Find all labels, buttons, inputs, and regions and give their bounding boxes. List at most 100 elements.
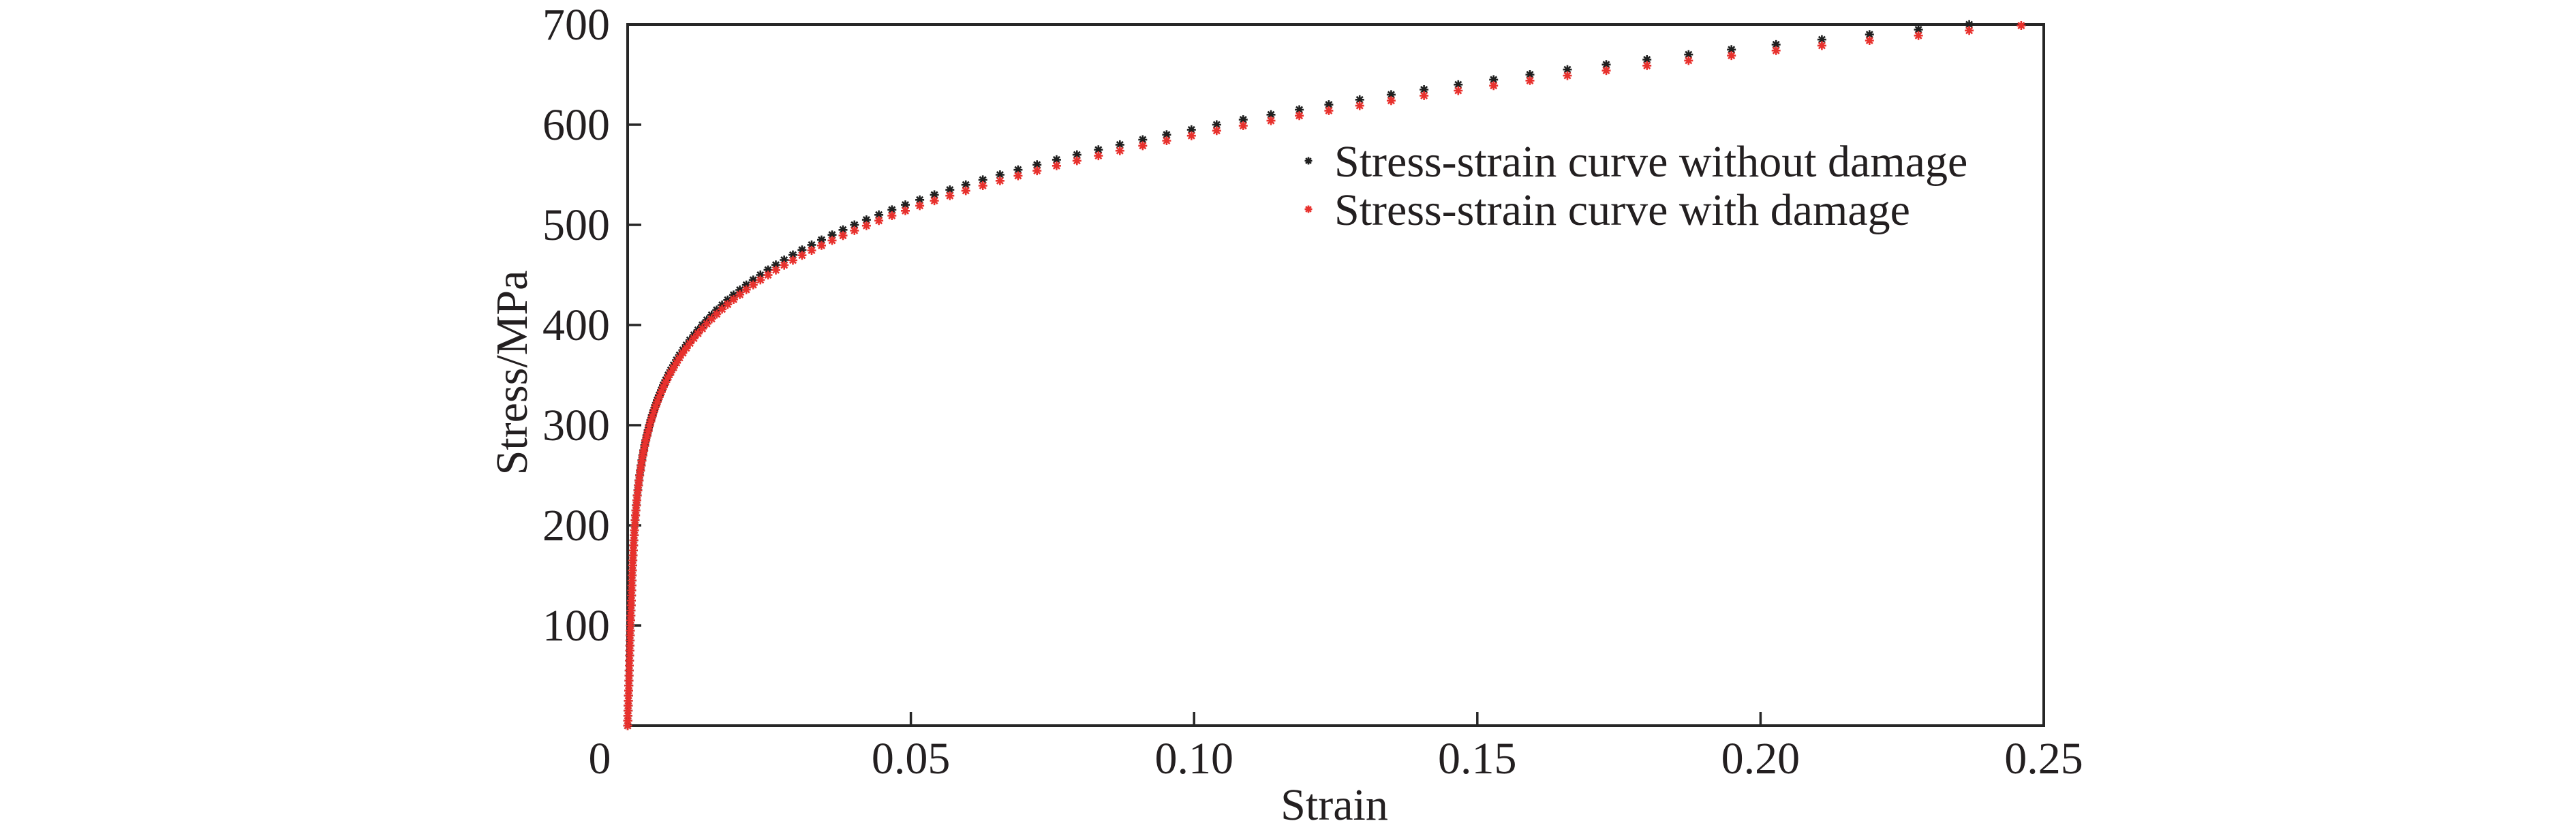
data-point-with-damage [633,486,643,495]
data-point-with-damage [649,407,658,416]
y-tick-label: 100 [542,601,610,651]
data-point-with-damage [1115,146,1124,155]
y-axis-tick-labels: 100 200 300 400 500 600 700 [542,0,610,651]
data-point-with-damage [807,246,816,255]
data-point-with-damage [628,566,637,575]
data-point-without-damage [1295,105,1304,114]
data-point-without-damage [978,175,987,185]
data-point-without-damage [1771,40,1781,49]
data-point-without-damage [1138,135,1148,144]
data-point-with-damage [681,343,691,353]
data-point-with-damage [901,206,910,215]
data-point-with-damage [626,601,636,611]
data-point-with-damage [647,412,657,421]
data-point-with-damage [635,471,645,480]
data-point-with-damage [1324,106,1334,115]
data-point-with-damage [2017,21,2026,30]
data-point-with-damage [629,536,639,545]
data-point-with-damage [693,329,703,338]
data-point-with-damage [1162,136,1171,145]
data-point-with-damage [625,640,634,650]
legend-asterisk-marker-icon [1304,205,1313,213]
data-point-with-damage [657,387,666,397]
data-point-without-damage [735,285,745,294]
data-point-with-damage [634,476,644,485]
data-point-with-damage [838,231,848,241]
data-point-without-damage [827,230,837,240]
data-point-without-damage [1642,55,1652,64]
data-point-with-damage [1295,111,1304,121]
data-point-with-damage [634,481,643,491]
data-point-without-damage [1817,35,1826,44]
data-point-without-damage [1032,160,1042,170]
data-point-without-damage [1115,140,1124,149]
data-point-without-damage [763,265,773,275]
data-point-with-damage [1072,156,1082,166]
data-point-with-damage [632,491,642,500]
data-point-with-damage [1094,151,1103,161]
data-point-with-damage [1684,56,1693,65]
data-point-with-damage [723,300,733,309]
data-point-with-damage [627,581,637,590]
data-point-with-damage [850,226,859,235]
x-tick-label: 0.10 [1154,734,1233,784]
data-point-without-damage [1355,95,1364,104]
legend-item-with-damage: Stress-strain curve with damage [1304,185,1910,235]
data-point-with-damage [1965,26,1974,35]
data-point-without-damage [1094,145,1103,155]
y-tick-label: 400 [542,300,610,350]
data-point-without-damage [874,210,884,219]
legend-label-without-damage: Stress-strain curve without damage [1334,137,1967,187]
data-point-with-damage [643,427,653,436]
y-axis-label: Stress/MPa [487,271,537,476]
legend-asterisk-marker-icon [1304,157,1313,165]
x-tick-label: 0.05 [872,734,951,784]
data-point-with-damage [626,631,635,640]
data-point-with-damage [756,275,765,285]
data-point-without-damage [1914,25,1923,34]
data-point-with-damage [646,416,656,426]
data-point-with-damage [630,521,639,530]
data-point-with-damage [735,290,745,299]
data-point-with-damage [625,661,634,670]
x-axis-label: Strain [1281,780,1388,830]
data-point-with-damage [978,181,987,190]
data-point-with-damage [625,656,634,665]
data-point-with-damage [707,314,716,324]
data-point-with-damage [645,422,654,431]
data-point-with-damage [874,216,884,226]
data-point-with-damage [628,551,638,560]
data-point-with-damage [698,324,707,333]
data-point-with-damage [624,696,633,705]
data-point-with-damage [624,686,633,695]
series-with-damage [623,21,2026,730]
data-point-with-damage [780,260,789,270]
data-point-with-damage [1420,91,1429,100]
data-point-without-damage [995,170,1005,179]
data-point-with-damage [1817,41,1826,50]
x-tick-label: 0.25 [2004,734,2083,784]
data-point-without-damage [1684,50,1693,59]
data-point-without-damage [1013,165,1023,174]
data-point-without-damage [1238,115,1248,125]
data-point-with-damage [1013,171,1023,181]
data-point-without-damage [850,220,859,230]
x-tick-label: 0 [589,734,611,784]
data-point-with-damage [659,382,668,392]
data-point-without-damage [1525,70,1535,79]
data-point-without-damage [797,245,807,255]
y-tick-label: 500 [542,200,610,250]
data-point-with-damage [771,265,780,275]
data-point-without-damage [1212,120,1221,129]
data-point-without-damage [817,235,826,245]
data-point-without-damage [887,205,897,215]
data-point-with-damage [628,546,638,555]
data-point-with-damage [945,191,955,200]
data-point-with-damage [623,721,632,730]
data-point-with-damage [630,531,639,540]
data-point-with-damage [626,611,636,620]
data-point-with-damage [628,571,637,580]
data-point-with-damage [626,616,635,626]
x-axis-tick-labels: 0 0.05 0.10 0.15 0.20 0.25 [589,734,2083,784]
data-point-with-damage [741,285,751,294]
